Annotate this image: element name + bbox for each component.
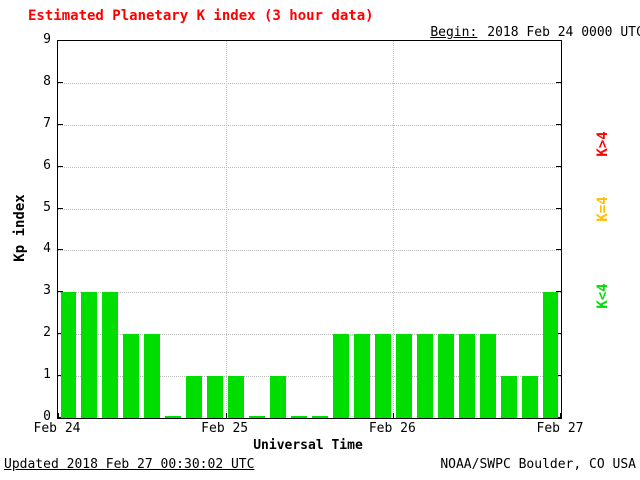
y-tick-label: 8 [43,73,51,89]
kp-bar [165,416,182,418]
y-tick [556,165,561,167]
y-tick-label: 2 [43,325,51,341]
y-tick [556,333,561,335]
legend-k-equal-4: K=4 [595,196,611,222]
kp-bar [186,376,203,418]
y-tick [556,291,561,293]
begin-value: 2018 Feb 24 0000 UTC [487,25,640,40]
y-tick [58,207,63,209]
plot-area [57,40,562,419]
y-tick-label: 0 [43,409,51,424]
gridline [58,208,561,210]
kp-bar [270,376,287,418]
kp-bar [374,334,391,418]
y-tick-label: 3 [43,283,51,299]
gridline [58,82,561,84]
x-tick-label: Feb 26 [368,421,416,436]
legend-k-below-4: K<4 [595,283,611,309]
y-tick [556,207,561,209]
y-tick-label: 9 [43,32,51,47]
x-tick-label: Feb 25 [201,421,249,436]
y-tick-label: 7 [43,115,51,131]
gridline [58,124,561,126]
y-tick-label: 6 [43,157,51,173]
kp-bar [458,334,475,418]
x-tick-label: Feb 24 [33,421,81,436]
y-tick-label: 4 [43,241,51,257]
kp-bar [228,376,245,418]
kp-bar [249,416,266,418]
x-tick-label: Feb 27 [536,421,584,436]
y-tick [58,81,63,83]
legend-k-above-4: K>4 [595,131,611,157]
kp-bar [332,334,349,418]
kp-bar [416,334,433,418]
kp-bar [353,334,370,418]
kp-bar [395,334,412,418]
gridline [393,41,395,418]
gridline [58,376,561,378]
x-tick [225,413,227,418]
kp-bar [123,334,140,418]
kp-bar [102,292,119,418]
kp-bar [144,334,161,418]
x-tick [560,413,561,418]
y-tick [58,165,63,167]
begin-label: Begin: [430,25,478,40]
kp-bar [312,416,328,418]
updated-timestamp: Updated 2018 Feb 27 00:30:02 UTC [4,457,255,472]
begin-timestamp: Begin: 2018 Feb 24 0000 UTC [399,10,640,55]
y-tick [58,40,63,41]
x-tick [393,413,395,418]
y-tick [58,249,63,251]
kp-bar [207,376,224,418]
y-tick [556,123,561,125]
kp-bar [60,292,77,418]
kp-bar [542,292,559,418]
chart-title: Estimated Planetary K index (3 hour data… [28,8,374,24]
y-tick-label: 5 [43,199,51,215]
y-tick [556,81,561,83]
kp-bar [500,376,517,418]
gridline [58,334,561,336]
y-tick-label: 1 [43,367,51,383]
x-tick [58,413,59,418]
gridline [58,166,561,168]
gridline [58,292,561,294]
gridline [225,41,227,418]
y-tick [58,291,63,293]
kp-bar [521,376,538,418]
kp-bar [291,416,307,418]
y-tick [556,40,561,41]
x-axis-title: Universal Time [253,438,363,453]
kp-bar [479,334,496,418]
source-credit: NOAA/SWPC Boulder, CO USA [440,457,636,472]
y-tick [556,375,561,377]
y-tick [58,123,63,125]
kp-bar [81,292,98,418]
gridline [58,250,561,252]
kp-bar [437,334,454,418]
y-tick [556,249,561,251]
y-axis-title: Kp index [12,194,28,262]
y-tick [556,417,561,418]
